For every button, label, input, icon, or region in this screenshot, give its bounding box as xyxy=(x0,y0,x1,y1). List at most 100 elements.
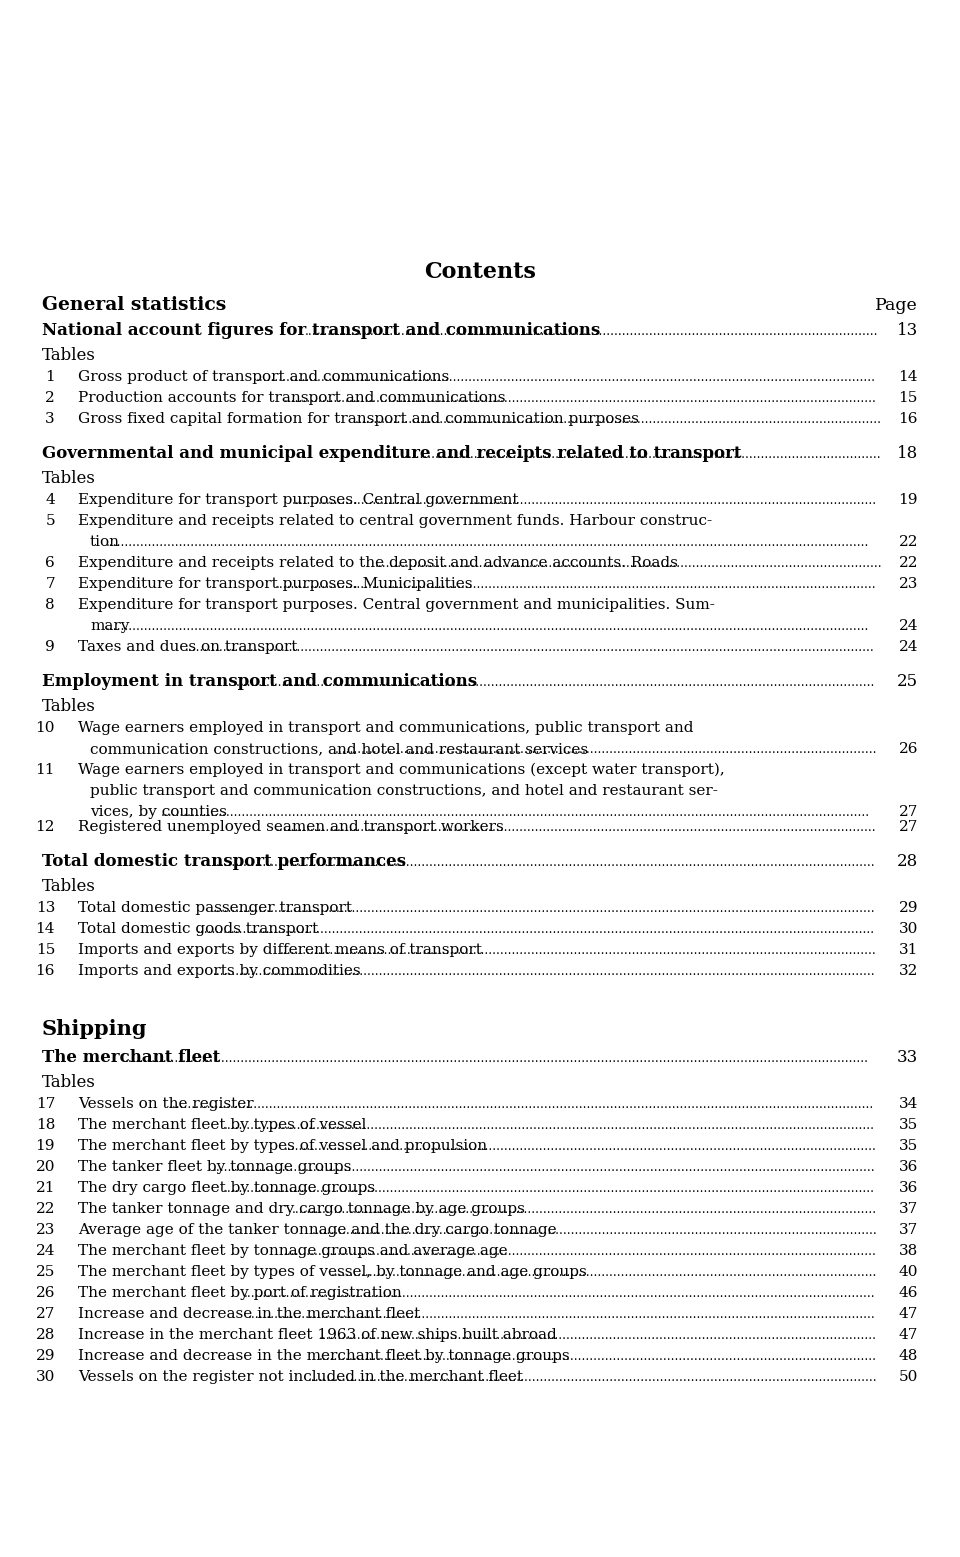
Text: 19: 19 xyxy=(36,1140,55,1154)
Text: ................................................................................: ........................................… xyxy=(320,1350,877,1362)
Text: 7: 7 xyxy=(45,578,55,592)
Text: 25: 25 xyxy=(897,673,918,690)
Text: 27: 27 xyxy=(899,805,918,819)
Text: Governmental and municipal expenditure and receipts related to transport: Governmental and municipal expenditure a… xyxy=(42,445,741,462)
Text: ................................................................................: ........................................… xyxy=(185,641,875,654)
Text: 47: 47 xyxy=(899,1306,918,1320)
Text: ................................................................................: ........................................… xyxy=(236,676,876,690)
Text: ................................................................................: ........................................… xyxy=(244,1288,876,1300)
Text: Vessels on the register: Vessels on the register xyxy=(78,1098,253,1112)
Text: 30: 30 xyxy=(36,1370,55,1384)
Text: Wage earners employed in transport and communications, public transport and: Wage earners employed in transport and c… xyxy=(78,721,693,735)
Text: ................................................................................: ........................................… xyxy=(248,1308,876,1320)
Text: 22: 22 xyxy=(36,1202,55,1216)
Text: ................................................................................: ........................................… xyxy=(355,413,882,427)
Text: 17: 17 xyxy=(36,1098,55,1112)
Text: Total domestic goods transport: Total domestic goods transport xyxy=(78,922,319,936)
Text: 28: 28 xyxy=(897,853,918,870)
Text: The merchant fleet by types of vessel and propulsion: The merchant fleet by types of vessel an… xyxy=(78,1140,487,1154)
Text: 24: 24 xyxy=(899,640,918,654)
Text: 30: 30 xyxy=(899,922,918,936)
Text: 28: 28 xyxy=(36,1328,55,1342)
Text: 14: 14 xyxy=(36,922,55,936)
Text: ................................................................................: ........................................… xyxy=(374,448,881,461)
Text: ................................................................................: ........................................… xyxy=(161,807,871,819)
Text: 18: 18 xyxy=(897,445,918,462)
Text: 16: 16 xyxy=(36,964,55,978)
Text: Vessels on the register not included in the merchant fleet: Vessels on the register not included in … xyxy=(78,1370,523,1384)
Text: 37: 37 xyxy=(899,1202,918,1216)
Text: vices, by counties: vices, by counties xyxy=(90,805,227,819)
Text: 14: 14 xyxy=(899,371,918,385)
Text: ................................................................................: ........................................… xyxy=(307,1372,877,1384)
Text: ................................................................................: ........................................… xyxy=(106,536,869,550)
Text: 3: 3 xyxy=(45,413,55,427)
Text: ................................................................................: ........................................… xyxy=(212,1162,876,1174)
Text: 40: 40 xyxy=(899,1264,918,1278)
Text: Production accounts for transport and communications: Production accounts for transport and co… xyxy=(78,391,506,405)
Text: ................................................................................: ........................................… xyxy=(256,371,876,385)
Text: Expenditure and receipts related to the deposit and advance accounts. Roads: Expenditure and receipts related to the … xyxy=(78,556,678,570)
Text: 11: 11 xyxy=(36,763,55,777)
Text: 23: 23 xyxy=(899,578,918,592)
Text: The merchant fleet by types of vessel: The merchant fleet by types of vessel xyxy=(78,1118,367,1132)
Text: National account figures for transport and communications: National account figures for transport a… xyxy=(42,322,600,339)
Text: 31: 31 xyxy=(899,944,918,958)
Text: 25: 25 xyxy=(36,1264,55,1278)
Text: Imports and exports by commodities: Imports and exports by commodities xyxy=(78,964,361,978)
Text: 35: 35 xyxy=(899,1118,918,1132)
Text: 36: 36 xyxy=(899,1160,918,1174)
Text: The merchant fleet by types of vessel, by tonnage and age groups: The merchant fleet by types of vessel, b… xyxy=(78,1264,587,1278)
Text: 47: 47 xyxy=(899,1328,918,1342)
Text: The merchant fleet by port of registration: The merchant fleet by port of registrati… xyxy=(78,1286,401,1300)
Text: Tables: Tables xyxy=(42,1074,96,1091)
Text: Total domestic transport performances: Total domestic transport performances xyxy=(42,853,406,870)
Text: 20: 20 xyxy=(36,1160,55,1174)
Text: 32: 32 xyxy=(899,964,918,978)
Text: The merchant fleet: The merchant fleet xyxy=(42,1049,220,1067)
Text: Increase in the merchant fleet 1963 of new ships built abroad: Increase in the merchant fleet 1963 of n… xyxy=(78,1328,557,1342)
Text: ................................................................................: ........................................… xyxy=(213,856,876,869)
Text: Tables: Tables xyxy=(42,470,96,487)
Text: Expenditure and receipts related to central government funds. Harbour construc-: Expenditure and receipts related to cent… xyxy=(78,514,712,528)
Text: ................................................................................: ........................................… xyxy=(276,821,876,835)
Text: Average age of the tanker tonnage and the dry cargo tonnage: Average age of the tanker tonnage and th… xyxy=(78,1222,557,1236)
Text: 12: 12 xyxy=(36,821,55,835)
Text: General statistics: General statistics xyxy=(42,296,227,315)
Text: 24: 24 xyxy=(36,1244,55,1258)
Text: 5: 5 xyxy=(45,514,55,528)
Text: The tanker tonnage and dry cargo tonnage by age groups: The tanker tonnage and dry cargo tonnage… xyxy=(78,1202,525,1216)
Text: 16: 16 xyxy=(899,413,918,427)
Text: Total domestic passenger transport: Total domestic passenger transport xyxy=(78,902,352,916)
Text: The dry cargo fleet by tonnage groups: The dry cargo fleet by tonnage groups xyxy=(78,1182,375,1196)
Text: Tables: Tables xyxy=(42,698,96,715)
Text: ................................................................................: ........................................… xyxy=(125,1053,869,1065)
Text: 22: 22 xyxy=(899,556,918,570)
Text: 34: 34 xyxy=(899,1098,918,1112)
Text: 13: 13 xyxy=(36,902,55,916)
Text: The tanker fleet by tonnage groups: The tanker fleet by tonnage groups xyxy=(78,1160,351,1174)
Text: ................................................................................: ........................................… xyxy=(374,557,882,570)
Text: ................................................................................: ........................................… xyxy=(212,965,876,978)
Text: 9: 9 xyxy=(45,640,55,654)
Text: ................................................................................: ........................................… xyxy=(276,578,876,592)
Text: ................................................................................: ........................................… xyxy=(279,944,876,958)
Text: public transport and communication constructions, and hotel and restaurant ser-: public transport and communication const… xyxy=(90,785,718,799)
Text: Tables: Tables xyxy=(42,878,96,895)
Text: 48: 48 xyxy=(899,1348,918,1362)
Text: Employment in transport and communications: Employment in transport and communicatio… xyxy=(42,673,477,690)
Text: 1: 1 xyxy=(45,371,55,385)
Text: ................................................................................: ........................................… xyxy=(311,1224,877,1236)
Text: Gross fixed capital formation for transport and communication purposes: Gross fixed capital formation for transp… xyxy=(78,413,638,427)
Text: ................................................................................: ........................................… xyxy=(169,1098,875,1112)
Text: 27: 27 xyxy=(899,821,918,835)
Text: 46: 46 xyxy=(899,1286,918,1300)
Text: 23: 23 xyxy=(36,1222,55,1236)
Text: 26: 26 xyxy=(36,1286,55,1300)
Text: 38: 38 xyxy=(899,1244,918,1258)
Text: 36: 36 xyxy=(899,1182,918,1196)
Text: Imports and exports by different means of transport: Imports and exports by different means o… xyxy=(78,944,482,958)
Text: ................................................................................: ........................................… xyxy=(284,1140,876,1154)
Text: ................................................................................: ........................................… xyxy=(225,1119,876,1132)
Text: 24: 24 xyxy=(899,620,918,634)
